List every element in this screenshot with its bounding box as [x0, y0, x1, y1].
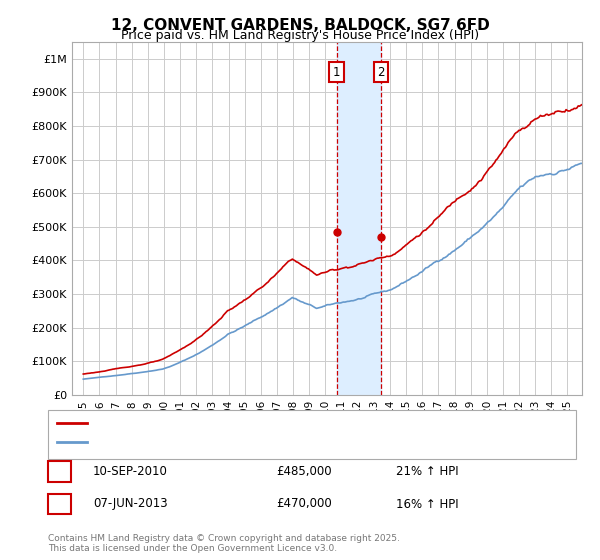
- Text: 10-SEP-2010: 10-SEP-2010: [93, 465, 168, 478]
- Text: £485,000: £485,000: [276, 465, 332, 478]
- Text: 16% ↑ HPI: 16% ↑ HPI: [396, 497, 458, 511]
- Text: 07-JUN-2013: 07-JUN-2013: [93, 497, 167, 511]
- Bar: [337, 42, 381, 395]
- Text: 1: 1: [55, 465, 64, 478]
- Text: 12, CONVENT GARDENS, BALDOCK, SG7 6FD: 12, CONVENT GARDENS, BALDOCK, SG7 6FD: [110, 18, 490, 33]
- Text: HPI: Average price, detached house, North Hertfordshire: HPI: Average price, detached house, Nort…: [93, 437, 402, 447]
- Text: Price paid vs. HM Land Registry's House Price Index (HPI): Price paid vs. HM Land Registry's House …: [121, 29, 479, 42]
- Text: 2: 2: [377, 66, 385, 79]
- Text: 1: 1: [333, 66, 340, 79]
- Text: £470,000: £470,000: [276, 497, 332, 511]
- Text: 12, CONVENT GARDENS, BALDOCK, SG7 6FD (detached house): 12, CONVENT GARDENS, BALDOCK, SG7 6FD (d…: [93, 418, 439, 428]
- Text: 21% ↑ HPI: 21% ↑ HPI: [396, 465, 458, 478]
- Text: Contains HM Land Registry data © Crown copyright and database right 2025.
This d: Contains HM Land Registry data © Crown c…: [48, 534, 400, 553]
- Text: 2: 2: [55, 497, 64, 511]
